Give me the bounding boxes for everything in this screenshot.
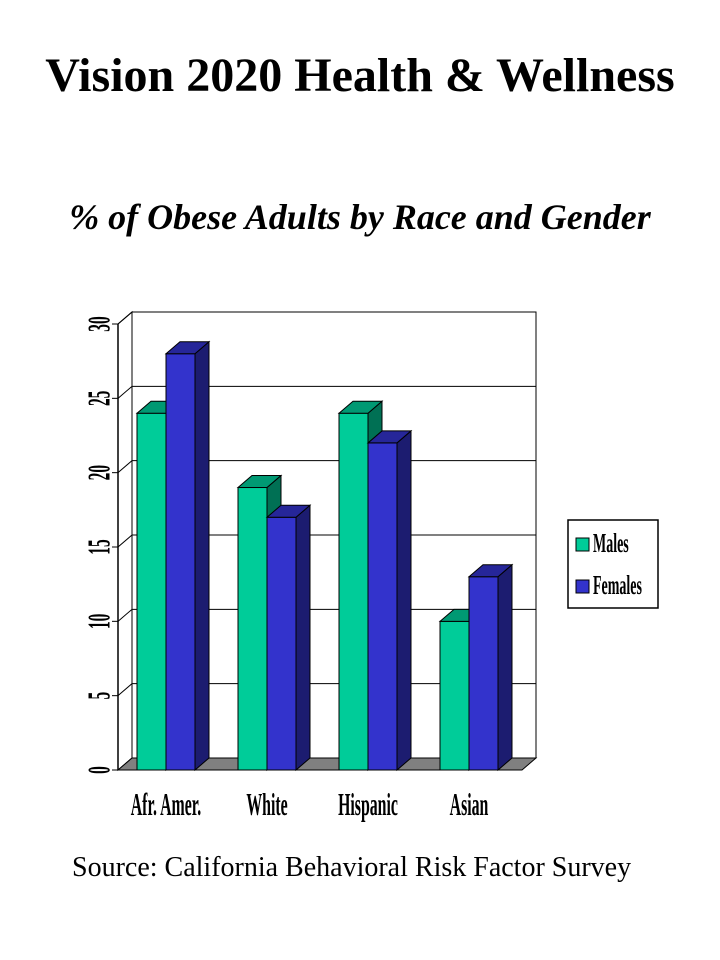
- bar-top: [366, 430, 413, 444]
- legend-label: Females: [593, 570, 642, 600]
- bar-top: [467, 564, 514, 578]
- bar-top: [164, 341, 211, 355]
- bar-chart: 0 5 10 15 20 25 30 Afr. Amer. White Hispanic Asian…: [83, 310, 659, 823]
- x-tick-label: White: [246, 788, 287, 822]
- source-note: Source: California Behavioral Risk Facto…: [72, 852, 632, 883]
- y-tick-label: 25: [83, 391, 117, 406]
- bar-top: [236, 475, 283, 489]
- bar-front: [266, 516, 297, 771]
- y-tick-label: 30: [83, 316, 117, 331]
- bar-front: [136, 412, 167, 771]
- bar-front: [237, 487, 268, 771]
- y-tick-label: 10: [83, 614, 117, 629]
- legend-swatch: [575, 579, 590, 594]
- bar-front: [439, 620, 470, 771]
- bar-front: [367, 442, 398, 771]
- bar-side: [194, 340, 210, 772]
- chart-subtitle: % of Obese Adults by Race and Gender: [69, 197, 651, 237]
- gridline-side: [117, 385, 133, 399]
- bar-top: [265, 504, 312, 518]
- gridline-side: [117, 683, 133, 697]
- legend-swatch: [575, 537, 590, 552]
- bar-side: [497, 563, 513, 772]
- gridline-side: [117, 311, 133, 325]
- bar-side: [396, 429, 412, 772]
- gridline-side: [117, 460, 133, 474]
- bar-side: [295, 504, 311, 772]
- gridline-side: [117, 534, 133, 548]
- bar-front: [468, 576, 499, 771]
- y-tick-label: 15: [83, 539, 117, 554]
- x-tick-label: Afr. Amer.: [131, 788, 202, 822]
- bar-front: [338, 412, 369, 771]
- bar-top: [337, 400, 384, 414]
- y-tick-label: 20: [83, 465, 117, 480]
- y-tick-label: 5: [83, 692, 117, 700]
- x-tick-label: Hispanic: [338, 788, 398, 822]
- gridline-side: [117, 608, 133, 622]
- x-tick-label: Asian: [450, 788, 489, 822]
- legend-label: Males: [593, 528, 629, 558]
- chart-title: Vision 2020 Health & Wellness: [45, 49, 675, 102]
- bar-front: [165, 353, 196, 771]
- y-tick-label: 0: [83, 766, 117, 774]
